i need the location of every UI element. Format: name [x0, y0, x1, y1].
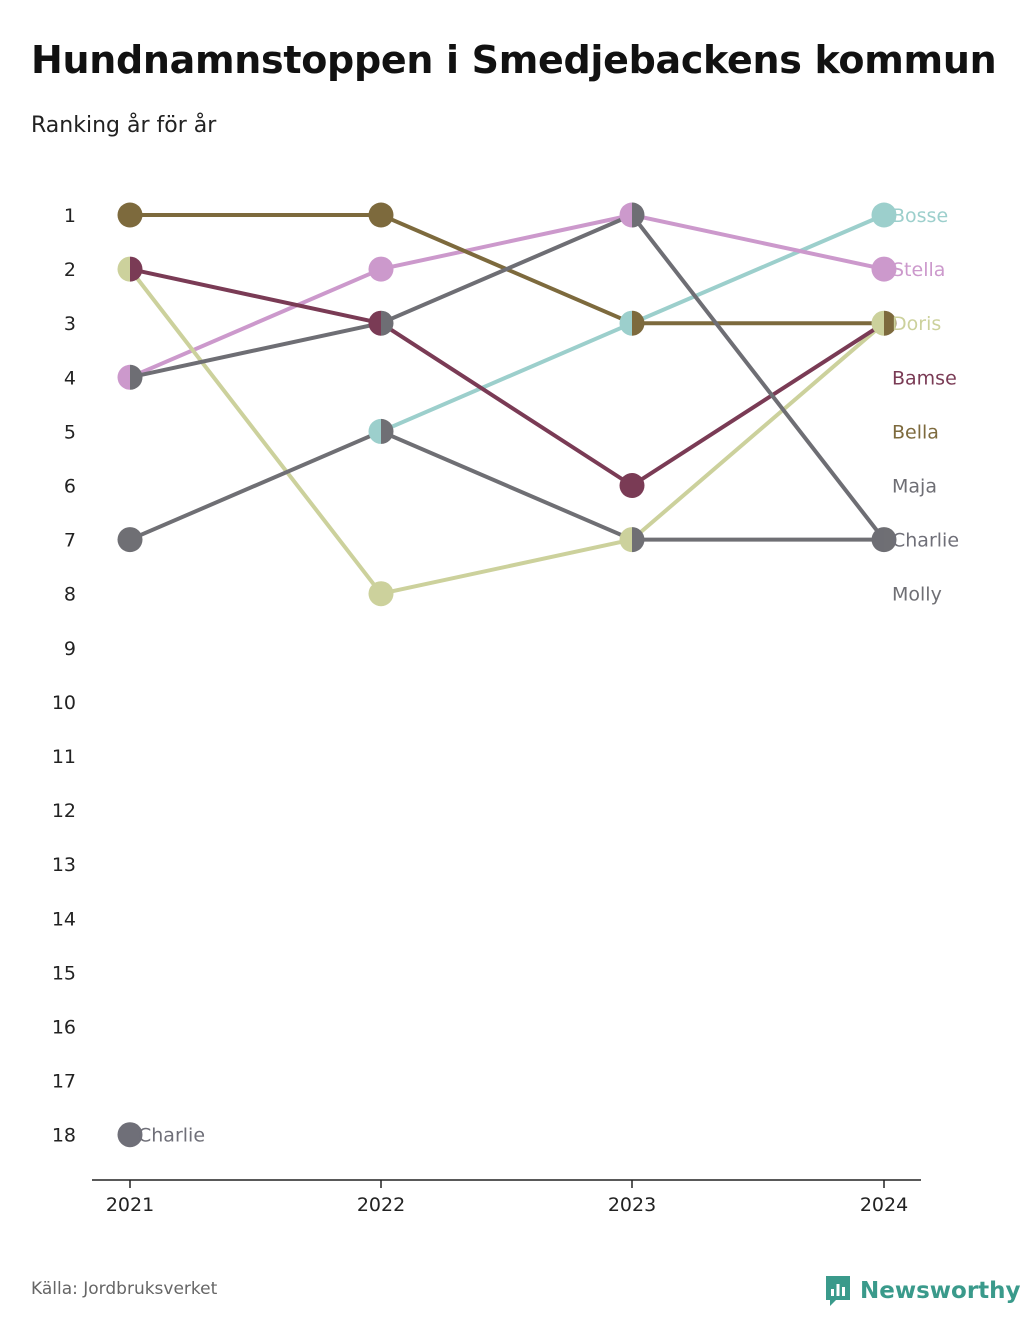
- brand-logo: Newsworthy: [824, 1274, 1020, 1308]
- data-point-maja: [632, 202, 645, 228]
- data-point-stella: [619, 202, 632, 228]
- x-tick-label: 2023: [608, 1194, 656, 1216]
- series-label-bamse: Bamse: [892, 367, 957, 389]
- series-line-bamse: [630, 321, 886, 488]
- data-point-stella: [117, 364, 130, 390]
- data-point-maja: [381, 310, 394, 336]
- series-label-charlie-2021: Charlie: [138, 1125, 205, 1147]
- y-tick-label: 6: [64, 476, 76, 498]
- data-point-maja: [871, 527, 884, 553]
- data-point-bella: [117, 202, 143, 228]
- data-point-bella: [632, 310, 645, 336]
- x-axis-ticks: 2021 2022 2023 2024: [106, 1180, 908, 1216]
- series-line-bamse: [379, 321, 634, 488]
- series-line-maja: [630, 213, 886, 542]
- data-point-bella: [884, 310, 897, 336]
- data-point-bosse: [619, 310, 632, 336]
- x-tick-label: 2022: [357, 1194, 405, 1216]
- series-label-molly: Molly: [892, 584, 942, 606]
- y-tick-label: 2: [64, 259, 76, 281]
- y-tick-label: 7: [64, 530, 76, 552]
- x-tick-label: 2021: [106, 1194, 154, 1216]
- y-tick-label: 5: [64, 421, 76, 443]
- series-line-molly: [379, 429, 634, 542]
- data-point-molly: [381, 418, 394, 444]
- data-point-doris: [368, 581, 394, 607]
- series-lines: [128, 213, 886, 596]
- data-point-bosse: [368, 418, 381, 444]
- series-labels: Bosse Stella Doris Bamse Bella Maja Charlie Cha…: [138, 205, 959, 1147]
- x-tick-label: 2024: [860, 1194, 908, 1216]
- data-point-bamse: [619, 473, 645, 498]
- data-point-molly: [884, 527, 897, 553]
- y-tick-label: 18: [52, 1125, 76, 1147]
- data-point-stella: [368, 256, 394, 282]
- data-point-maja: [130, 364, 143, 390]
- series-label-bella: Bella: [892, 421, 939, 443]
- brand-name: Newsworthy: [860, 1278, 1020, 1304]
- y-tick-label: 12: [52, 800, 76, 822]
- data-point-bosse: [871, 202, 897, 228]
- y-tick-label: 10: [52, 692, 76, 714]
- series-line-stella: [630, 213, 886, 272]
- series-label-doris: Doris: [892, 313, 941, 335]
- chart-subtitle: Ranking år för år: [31, 113, 217, 138]
- y-tick-label: 4: [64, 367, 76, 389]
- series-line-doris: [630, 321, 886, 542]
- source-note: Källa: Jordbruksverket: [31, 1279, 218, 1299]
- series-label-bosse: Bosse: [892, 205, 948, 227]
- y-tick-label: 9: [64, 638, 76, 660]
- series-line-stella: [128, 267, 383, 380]
- data-point-molly: [117, 527, 143, 553]
- data-point-bamse: [130, 256, 143, 282]
- data-point-bamse: [368, 310, 381, 336]
- newsworthy-icon: [826, 1276, 850, 1306]
- data-point-bella: [368, 202, 394, 228]
- series-line-stella: [379, 213, 634, 272]
- series-label-maja: Maja: [892, 476, 937, 498]
- series-line-molly: [128, 429, 383, 542]
- data-point-molly: [632, 527, 645, 553]
- y-tick-label: 3: [64, 313, 76, 335]
- y-tick-label: 13: [52, 854, 76, 876]
- series-line-maja: [128, 321, 383, 380]
- y-tick-label: 15: [52, 962, 76, 984]
- data-point-doris: [117, 256, 130, 282]
- series-line-maja: [379, 213, 634, 326]
- series-label-stella: Stella: [892, 259, 945, 281]
- data-point-doris: [619, 527, 632, 553]
- chart-title: Hundnamnstoppen i Smedjebackens kommun: [31, 38, 997, 82]
- series-line-bosse: [379, 321, 634, 434]
- data-point-charlie: [117, 1122, 143, 1148]
- series-line-doris: [128, 267, 383, 596]
- series-line-bamse: [128, 267, 383, 326]
- series-label-charlie: Charlie: [892, 530, 959, 552]
- series-dots: [117, 202, 897, 1148]
- y-tick-label: 1: [64, 205, 76, 227]
- data-point-stella: [871, 256, 897, 282]
- y-tick-label: 16: [52, 1017, 76, 1039]
- y-tick-label: 14: [52, 908, 76, 930]
- y-tick-label: 17: [52, 1071, 76, 1093]
- series-line-doris: [379, 537, 634, 596]
- series-line-bosse: [630, 213, 886, 326]
- data-point-doris: [871, 310, 884, 336]
- y-tick-label: 11: [52, 746, 76, 768]
- y-tick-label: 8: [64, 584, 76, 606]
